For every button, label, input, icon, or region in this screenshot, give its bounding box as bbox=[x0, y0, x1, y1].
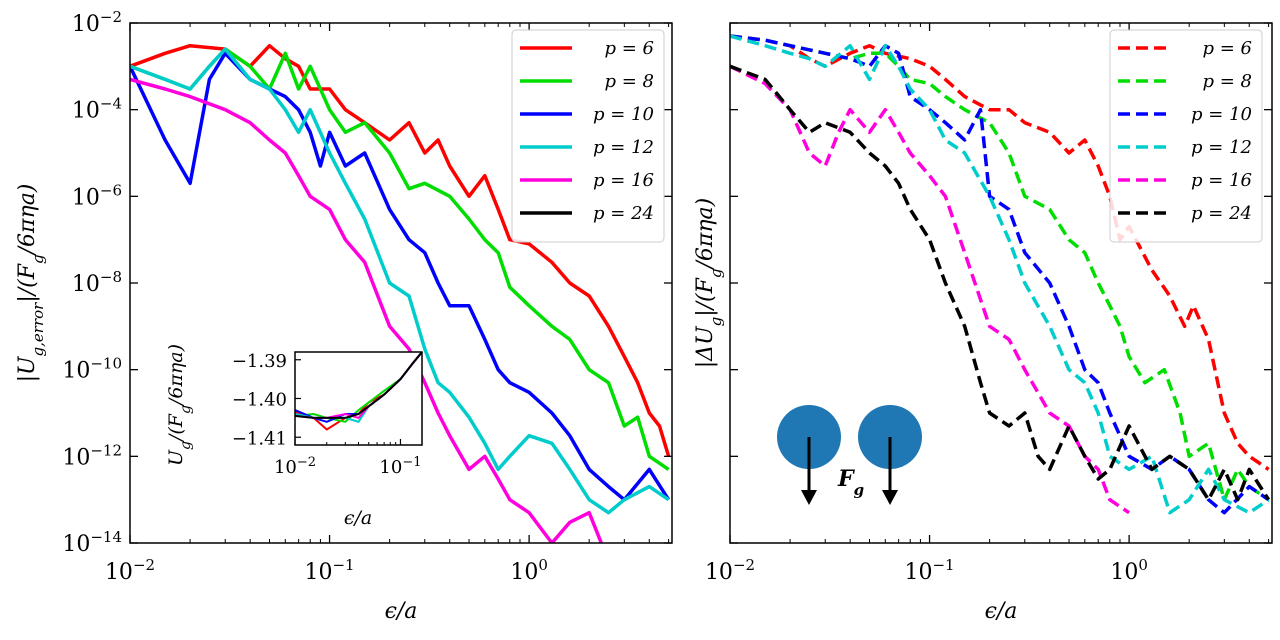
legend-label: p = 8 bbox=[1203, 71, 1253, 92]
right-legend: p = 6 p = 8 p = 10 p = 12 p = 16 p = 24 bbox=[1109, 29, 1263, 243]
x-tick-label: 100 bbox=[510, 556, 548, 585]
inset-ticks-group: −1.39 −1.40 −1.41 10−2 10−1 bbox=[232, 351, 422, 478]
inset-x-axis-label: ϵ/a bbox=[344, 507, 372, 529]
left-panel: 10−2 10−1 100 10−2 10−4 10−6 10−8 10−10 10−12 10−… bbox=[15, 8, 673, 624]
right-y-axis-label: |ΔUg|/(Fg/6πηa) bbox=[693, 198, 725, 368]
right-legend-frame bbox=[1109, 29, 1263, 243]
left-legend-frame bbox=[511, 29, 665, 243]
x-tick-label: 10−1 bbox=[904, 556, 954, 585]
y-tick-label: 10−10 bbox=[62, 355, 122, 384]
left-legend-entries: p = 6 p = 8 p = 10 p = 12 p = 16 p = 24 bbox=[520, 38, 654, 224]
force-arrow-left-head bbox=[801, 490, 817, 505]
x-tick-label: 10−1 bbox=[304, 556, 354, 585]
series-line-p8 bbox=[130, 47, 670, 471]
y-tick-label: 10−6 bbox=[72, 181, 122, 210]
y-tick-label: 10−12 bbox=[62, 441, 122, 470]
legend-label: p = 16 bbox=[593, 170, 654, 191]
legend-label: p = 16 bbox=[1191, 170, 1252, 191]
series-line-p24 bbox=[730, 64, 1271, 502]
legend-label: p = 10 bbox=[593, 104, 654, 125]
inset-y-tick-label: −1.41 bbox=[232, 428, 287, 449]
inset-series-group bbox=[295, 352, 422, 431]
y-tick-label: 10−2 bbox=[72, 8, 122, 37]
legend-label: p = 24 bbox=[593, 203, 654, 224]
series-line-p10 bbox=[730, 34, 1270, 515]
y-tick-label: 10−14 bbox=[62, 528, 122, 557]
legend-label: p = 12 bbox=[1191, 137, 1252, 158]
series-line-p12 bbox=[730, 34, 1270, 515]
inset-x-tick-label: 10−2 bbox=[274, 455, 316, 479]
series-line-p8 bbox=[730, 34, 1270, 502]
series-line-p16 bbox=[730, 64, 1131, 515]
x-tick-label: 100 bbox=[1110, 556, 1148, 585]
force-label: Fg bbox=[837, 466, 864, 499]
left-legend: p = 6 p = 8 p = 10 p = 12 p = 16 p = 24 bbox=[511, 29, 665, 243]
series-line-p6 bbox=[130, 43, 671, 457]
left-ticks-group: 10−2 10−1 100 10−2 10−4 10−6 10−8 10−10 10−12 10−… bbox=[62, 8, 672, 585]
force-arrow-right-head bbox=[882, 490, 898, 505]
legend-label: p = 6 bbox=[1203, 38, 1253, 59]
x-tick-label: 10−2 bbox=[705, 556, 755, 585]
right-series-group bbox=[730, 34, 1271, 515]
inset-y-tick-label: −1.40 bbox=[232, 390, 287, 411]
right-legend-entries: p = 6 p = 8 p = 10 p = 12 p = 16 p = 24 bbox=[1118, 38, 1252, 224]
y-tick-label: 10−4 bbox=[72, 95, 122, 124]
inset-y-tick-label: −1.39 bbox=[232, 351, 287, 372]
inset-plot: −1.39 −1.40 −1.41 10−2 10−1 Ug/(Fg/6πηa) ϵ/a bbox=[165, 344, 423, 529]
inset-series-line bbox=[295, 352, 422, 419]
left-series-group bbox=[130, 43, 671, 543]
series-line-p12 bbox=[130, 47, 670, 515]
inset-x-tick-label: 10−1 bbox=[379, 455, 421, 479]
series-line-p6 bbox=[730, 34, 1270, 471]
legend-label: p = 6 bbox=[605, 38, 655, 59]
inset-y-axis-label: Ug/(Fg/6πηa) bbox=[165, 344, 194, 466]
left-y-axis-label: |Ug,error|/(Fg/6πηa) bbox=[15, 184, 47, 383]
x-tick-label: 10−2 bbox=[105, 556, 155, 585]
spheres-annotation: Fg bbox=[777, 405, 922, 505]
right-ticks-group: 10−2 10−1 100 bbox=[705, 22, 1272, 585]
right-x-axis-label: ϵ/a bbox=[985, 599, 1018, 624]
legend-label: p = 8 bbox=[605, 71, 655, 92]
legend-label: p = 10 bbox=[1191, 104, 1252, 125]
inset-background bbox=[295, 352, 422, 445]
series-line-p16 bbox=[130, 77, 603, 543]
legend-label: p = 24 bbox=[1191, 203, 1252, 224]
y-tick-label: 10−8 bbox=[72, 268, 122, 297]
left-x-axis-label: ϵ/a bbox=[385, 599, 418, 624]
legend-label: p = 12 bbox=[593, 137, 654, 158]
